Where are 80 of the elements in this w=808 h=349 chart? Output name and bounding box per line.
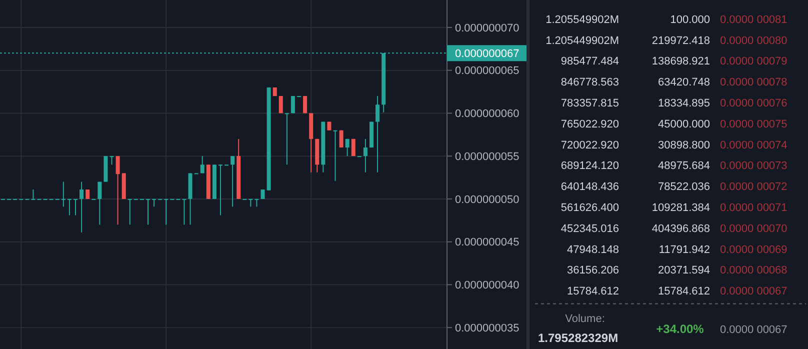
- text: 985477.484: [560, 56, 619, 68]
- candlestick: [376, 96, 380, 173]
- text: 0.0000 00070: [720, 222, 788, 235]
- candlestick: [284, 112, 289, 166]
- candlestick: [260, 189, 265, 200]
- text: 47948.148: [567, 244, 619, 256]
- candlestick: [182, 198, 186, 226]
- candlestick: [290, 96, 295, 114]
- candlestick: [80, 181, 84, 233]
- candlestick: [74, 198, 78, 216]
- text: 36156.206: [567, 264, 619, 277]
- candlestick: [146, 198, 150, 226]
- candlestick: [164, 198, 168, 226]
- text: 452345.016: [560, 222, 619, 235]
- candlestick: [31, 189, 36, 200]
- y-tick-label: 0.000000050: [455, 194, 520, 206]
- y-tick-label: 0.000000070: [455, 22, 520, 34]
- candlestick: [218, 164, 222, 216]
- candlestick: [116, 156, 120, 226]
- y-tick-label: 0.000000040: [455, 280, 520, 292]
- text: 0.0000 00068: [720, 264, 788, 277]
- text: 45000.000: [658, 118, 710, 130]
- y-tick-label: 0.000000035: [455, 322, 520, 334]
- text: 20371.594: [658, 264, 710, 277]
- y-tick-label: 0.000000060: [455, 108, 520, 120]
- y-tick-label: 0.000000045: [455, 236, 520, 249]
- text: 846778.563: [560, 76, 619, 89]
- text: 30898.800: [658, 139, 710, 152]
- text: 15784.612: [658, 286, 710, 298]
- candlestick: [363, 138, 368, 173]
- text: 78522.036: [658, 181, 710, 194]
- text: 720022.920: [560, 139, 619, 152]
- candlestick: [303, 96, 308, 114]
- text: 0.0000 00076: [720, 97, 788, 110]
- candlestick: [98, 181, 102, 226]
- text: 0.0000 00074: [720, 139, 788, 152]
- text: 561626.400: [560, 202, 619, 214]
- text: 11791.942: [658, 244, 710, 256]
- text: 689124.120: [560, 160, 619, 172]
- text: 1.795282329M: [538, 331, 618, 346]
- text: 15784.612: [567, 286, 619, 298]
- text: 0.0000 00069: [720, 244, 788, 256]
- text: 1.205449902M: [546, 34, 619, 47]
- text: 1.205549902M: [546, 14, 619, 26]
- text: Volume:: [565, 312, 605, 325]
- text: 640148.436: [560, 181, 619, 194]
- candlestick: [200, 156, 204, 174]
- candlestick: [67, 198, 72, 216]
- candlestick: [86, 189, 90, 200]
- candlestick: [230, 156, 235, 208]
- candlestick: [339, 130, 344, 148]
- text: 0.0000 00073: [720, 160, 788, 172]
- text: 783357.815: [560, 97, 619, 110]
- y-tick-label: 0.000000055: [455, 150, 520, 163]
- candlestick: [128, 198, 132, 226]
- text: 0.0000 00080: [720, 34, 788, 47]
- text: 0.0000 00079: [720, 56, 788, 68]
- text: 0.0000 00075: [720, 118, 788, 130]
- text: 109281.384: [652, 202, 710, 214]
- text: 0.0000 00067: [720, 286, 788, 298]
- candlestick: [333, 130, 338, 182]
- text: 0.0000 00067: [720, 324, 788, 336]
- text: 0.0000 00072: [720, 181, 788, 194]
- ref-line-label: 0.000000067: [455, 48, 520, 60]
- text: 18334.895: [658, 97, 710, 110]
- text: 0.0000 00081: [720, 14, 788, 26]
- text: 138698.921: [652, 56, 710, 68]
- text: 0.0000 00078: [720, 76, 788, 89]
- text: 219972.418: [652, 34, 710, 47]
- text: 0.0000 00071: [720, 202, 788, 214]
- y-tick-label: 0.000000065: [455, 65, 520, 78]
- candlestick: [61, 181, 66, 208]
- text: 404396.868: [652, 222, 710, 235]
- text: 63420.748: [658, 76, 710, 89]
- text: +34.00%: [656, 322, 704, 336]
- candlestick: [345, 138, 350, 157]
- text: 765022.920: [560, 118, 619, 130]
- text: 100.000: [670, 14, 710, 26]
- candlestick: [278, 96, 283, 114]
- text: 48975.684: [658, 160, 710, 172]
